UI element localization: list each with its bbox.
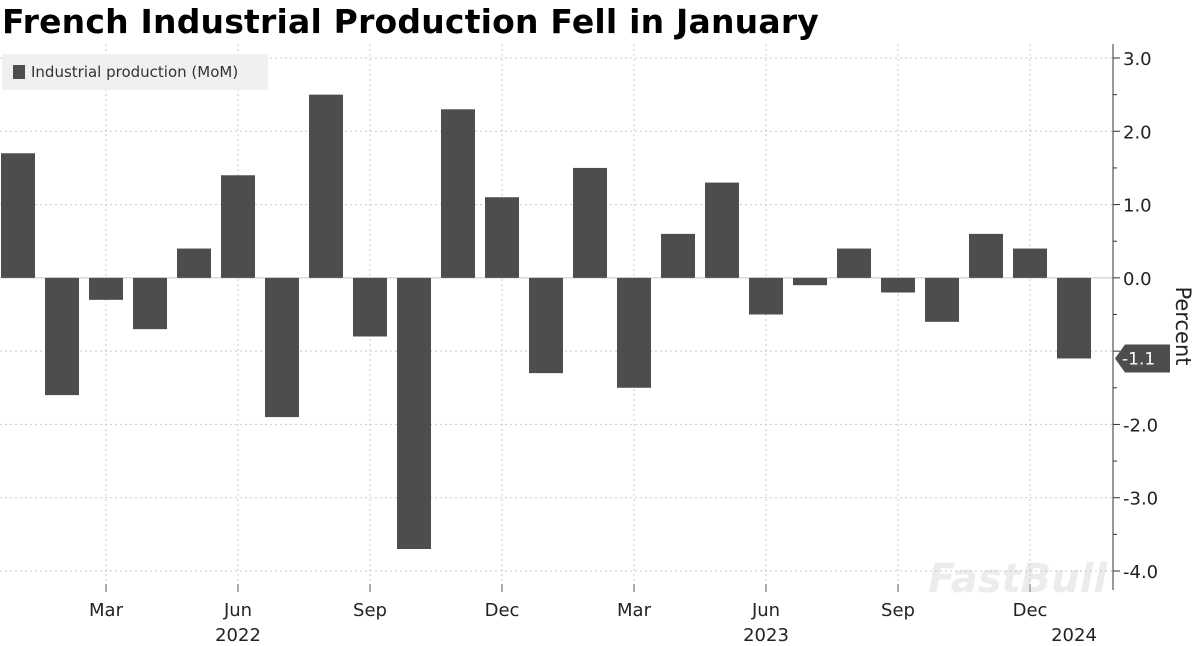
y-tick-label: 3.0 [1123, 49, 1152, 70]
bar [573, 167, 607, 278]
bar [1057, 277, 1091, 359]
x-tick-label: Jun [223, 600, 252, 621]
bar [89, 277, 123, 300]
y-tick-label: 0.0 [1123, 269, 1152, 290]
last-value-tag [1115, 344, 1170, 373]
bar [485, 197, 519, 278]
bar [881, 277, 915, 293]
bar [133, 277, 167, 330]
last-value-label: -1.1 [1122, 349, 1155, 369]
bar [969, 233, 1003, 278]
bar [265, 277, 299, 418]
bar [925, 277, 959, 322]
bar [1013, 248, 1047, 278]
chart-title: French Industrial Production Fell in Jan… [2, 2, 820, 41]
bar [793, 277, 827, 286]
bar [221, 175, 255, 278]
y-tick-label: 1.0 [1123, 196, 1152, 217]
bar [397, 277, 431, 550]
watermark-logo: FastBull [928, 556, 1108, 602]
bar [529, 277, 563, 374]
x-axis: Mar Jun Sep Dec Mar Jun Sep Dec 2022 2023 2024 [89, 584, 1097, 646]
bar [177, 248, 211, 278]
x-tick-label: Dec [485, 600, 520, 621]
y-tick-label: -4.0 [1123, 562, 1158, 583]
bar [837, 248, 871, 278]
bar [617, 277, 651, 388]
bar [45, 277, 79, 396]
bar [705, 182, 739, 278]
bar [353, 277, 387, 337]
x-tick-label: Dec [1013, 600, 1048, 621]
bars [1, 94, 1091, 550]
x-year-label: 2023 [743, 625, 789, 646]
y-axis-title: Percent [1171, 286, 1195, 365]
y-tick-label: 2.0 [1123, 122, 1152, 143]
x-year-label: 2022 [215, 625, 261, 646]
x-year-label: 2024 [1051, 625, 1097, 646]
x-tick-label: Sep [881, 600, 915, 621]
x-tick-label: Mar [89, 600, 124, 621]
bar [1, 153, 35, 278]
bar [661, 233, 695, 278]
y-axis: 3.02.01.00.0-1.0-2.0-3.0-4.0 [1112, 44, 1158, 590]
x-tick-label: Mar [617, 600, 652, 621]
legend: Industrial production (MoM) [2, 54, 268, 90]
legend-label: Industrial production (MoM) [31, 63, 239, 81]
x-tick-label: Sep [353, 600, 387, 621]
bar [749, 277, 783, 315]
legend-swatch [13, 65, 25, 79]
bar [309, 94, 343, 278]
bar [441, 109, 475, 278]
y-tick-label: -2.0 [1123, 415, 1158, 436]
last-value-marker: -1.1 [1115, 344, 1170, 373]
y-tick-label: -3.0 [1123, 489, 1158, 510]
x-tick-label: Jun [751, 600, 780, 621]
